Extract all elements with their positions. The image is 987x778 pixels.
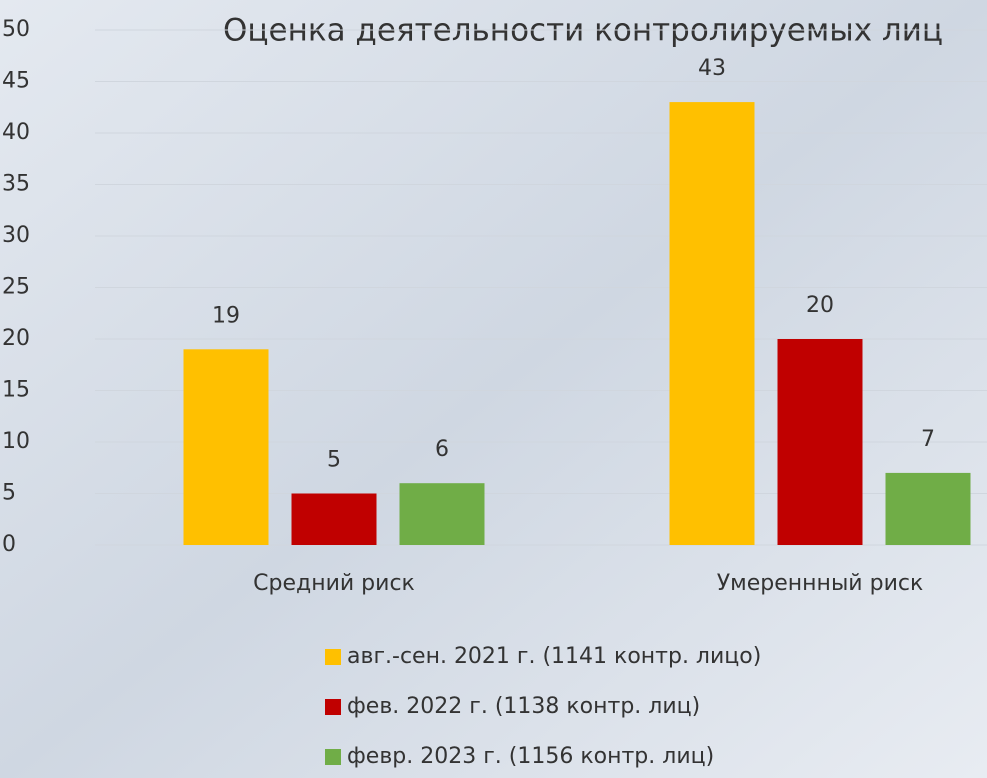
bar: [400, 483, 485, 545]
bar: [670, 102, 755, 545]
y-tick-label: 0: [2, 532, 16, 557]
data-label: 20: [806, 293, 834, 318]
data-label: 43: [698, 56, 726, 81]
data-label: 5: [327, 448, 341, 473]
y-tick-label: 25: [2, 275, 30, 300]
y-tick-label: 10: [2, 429, 30, 454]
legend-swatch: [325, 749, 341, 765]
data-label: 7: [921, 427, 935, 452]
y-tick-label: 50: [2, 17, 30, 42]
chart: Оценка деятельности контролируемых лиц 0…: [0, 0, 987, 778]
y-tick-label: 45: [2, 69, 30, 94]
y-tick-label: 30: [2, 223, 30, 248]
x-tick-label: Умереннный риск: [717, 571, 924, 596]
y-tick-label: 5: [2, 481, 16, 506]
y-tick-label: 40: [2, 120, 30, 145]
legend-label: авг.-сен. 2021 г. (1141 контр. лицо): [347, 644, 761, 669]
bar: [292, 494, 377, 546]
legend-swatch: [325, 699, 341, 715]
data-label: 19: [212, 303, 240, 328]
x-tick-label: Средний риск: [253, 571, 415, 596]
bar: [184, 349, 269, 545]
bar: [778, 339, 863, 545]
legend-label: фев. 2022 г. (1138 контр. лиц): [347, 694, 700, 719]
y-tick-label: 15: [2, 378, 30, 403]
y-tick-label: 20: [2, 326, 30, 351]
bar: [886, 473, 971, 545]
legend-swatch: [325, 649, 341, 665]
legend-label: февр. 2023 г. (1156 контр. лиц): [347, 744, 714, 769]
data-label: 6: [435, 437, 449, 462]
y-tick-label: 35: [2, 172, 30, 197]
